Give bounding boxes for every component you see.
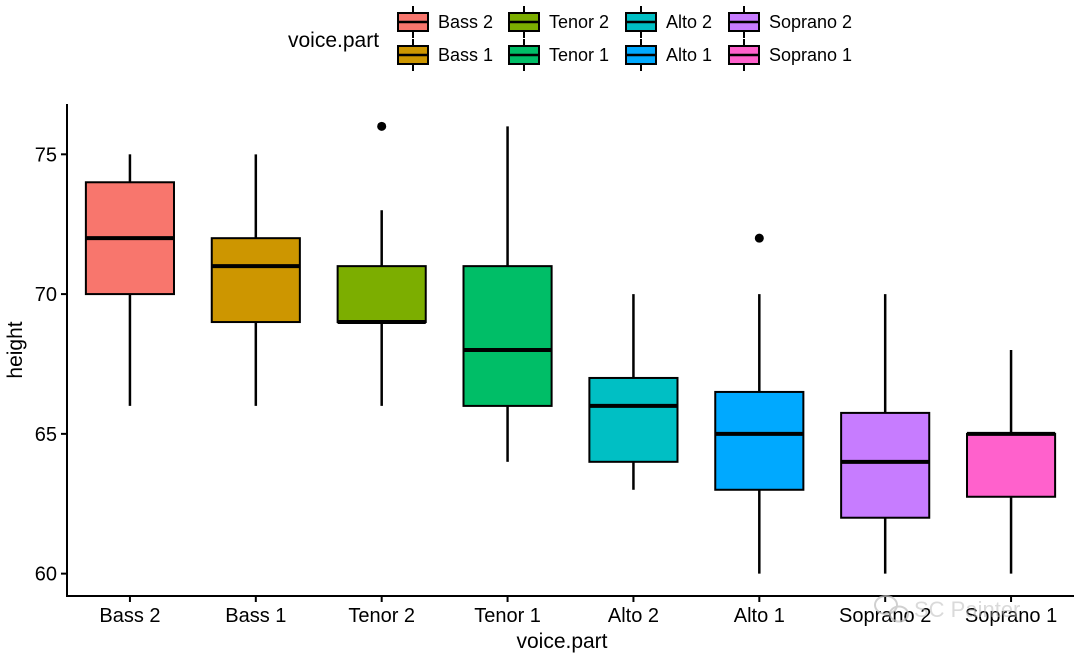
outlier-point: [754, 233, 764, 243]
legend-item: Tenor 1: [508, 39, 609, 71]
box-tenor-2: [336, 121, 427, 406]
x-tick-label: Bass 2: [99, 605, 160, 627]
outlier-point: [377, 121, 387, 131]
wechat-icon: [874, 595, 909, 623]
x-tick-label: Tenor 1: [474, 605, 541, 627]
plot-area: [84, 121, 1057, 574]
box-iqr: [714, 390, 805, 491]
y-tick-label: 70: [35, 284, 57, 306]
legend-key: [397, 6, 429, 38]
legend-key: [508, 6, 540, 38]
y-tick-label: 60: [35, 564, 57, 586]
axes: 60 65 70 75 Bass 2 Bass 1 Tenor 2 Tenor 1 Alto …: [35, 104, 1074, 627]
box-alto-2: [588, 294, 679, 490]
legend-label: Alto 2: [666, 12, 712, 32]
legend-key: [508, 39, 540, 71]
legend-label: Bass 1: [438, 45, 493, 65]
x-axis-title: voice.part: [516, 630, 607, 653]
legend-label: Tenor 2: [549, 12, 609, 32]
legend: voice.part Bass 2 Bass 1 Tenor 2 Tenor 1 Alt…: [288, 6, 852, 71]
legend-label: Tenor 1: [549, 45, 609, 65]
legend-item: Bass 2: [397, 6, 493, 38]
box-iqr: [966, 432, 1057, 498]
box-iqr: [840, 411, 931, 519]
legend-item: Tenor 2: [508, 6, 609, 38]
legend-label: Alto 1: [666, 45, 712, 65]
watermark-text: SC Painter: [914, 597, 1020, 622]
x-tick-label: Tenor 2: [348, 605, 415, 627]
watermark: SC Painter: [874, 595, 1020, 623]
legend-item: Bass 1: [397, 39, 493, 71]
y-tick-label: 75: [35, 144, 57, 166]
legend-item: Alto 2: [625, 6, 712, 38]
x-tick-label: Bass 1: [225, 605, 286, 627]
legend-key: [728, 39, 760, 71]
box-tenor-1: [462, 126, 553, 462]
x-tick-label: Alto 2: [608, 605, 659, 627]
legend-label: Bass 2: [438, 12, 493, 32]
box-bass-1: [210, 154, 301, 406]
y-axis-title: height: [4, 321, 27, 378]
box-iqr: [462, 265, 553, 407]
x-tick-label: Soprano 2: [839, 605, 931, 627]
legend-key: [397, 39, 429, 71]
legend-key: [728, 6, 760, 38]
box-soprano-1: [966, 350, 1057, 574]
legend-key: [625, 6, 657, 38]
box-soprano-2: [840, 294, 931, 574]
y-tick-label: 65: [35, 424, 57, 446]
box-alto-1: [714, 233, 805, 574]
legend-item: Soprano 1: [728, 39, 852, 71]
legend-title: voice.part: [288, 29, 379, 52]
legend-key: [625, 39, 657, 71]
box-bass-2: [84, 154, 175, 406]
legend-item: Alto 1: [625, 39, 712, 71]
x-tick-label: Soprano 1: [965, 605, 1057, 627]
box-iqr: [588, 376, 679, 463]
x-tick-label: Alto 1: [734, 605, 785, 627]
box-iqr: [210, 237, 301, 324]
legend-item: Soprano 2: [728, 6, 852, 38]
legend-label: Soprano 2: [769, 12, 852, 32]
box-iqr: [336, 265, 427, 324]
legend-label: Soprano 1: [769, 45, 852, 65]
